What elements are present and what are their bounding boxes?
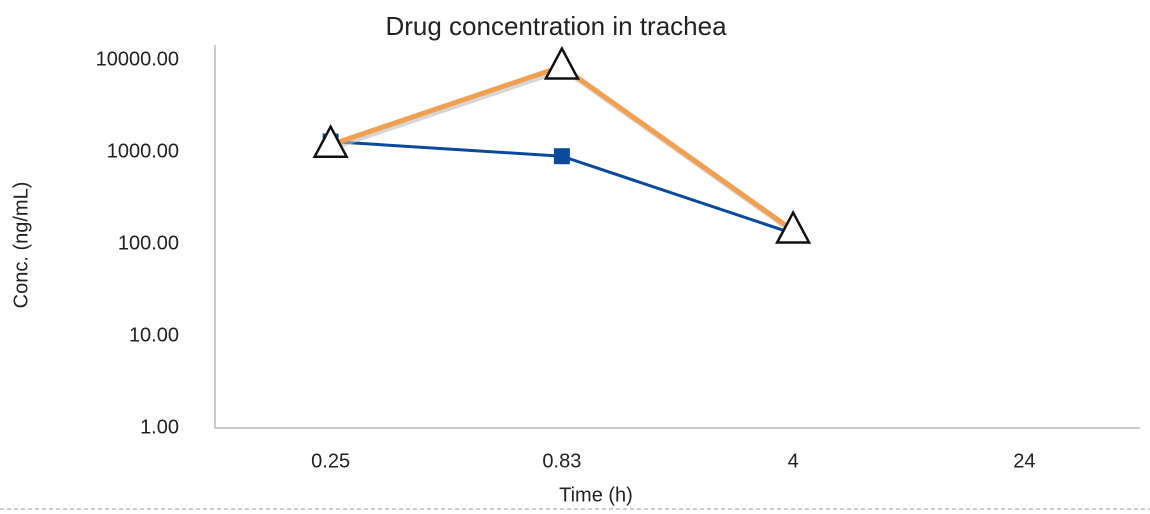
x-tick-label: 24 <box>1013 450 1035 472</box>
y-tick-label: 1000.00 <box>107 140 179 162</box>
marker <box>553 148 570 165</box>
y-axis-title: Conc. (ng/mL) <box>10 182 32 309</box>
x-tick-label: 4 <box>788 450 799 472</box>
y-tick-label: 10.00 <box>129 324 179 346</box>
chart-title: Drug concentration in trachea <box>385 11 727 41</box>
y-tick-label: 1.00 <box>140 416 179 438</box>
marker <box>543 45 580 80</box>
marker <box>775 209 812 244</box>
x-tick-label: 0.25 <box>311 450 350 472</box>
y-tick-label: 10000.00 <box>96 48 179 70</box>
x-tick-label: 0.83 <box>542 450 581 472</box>
y-tick-label: 100.00 <box>118 232 179 254</box>
x-axis-title: Time (h) <box>559 484 633 506</box>
marker <box>312 124 349 158</box>
